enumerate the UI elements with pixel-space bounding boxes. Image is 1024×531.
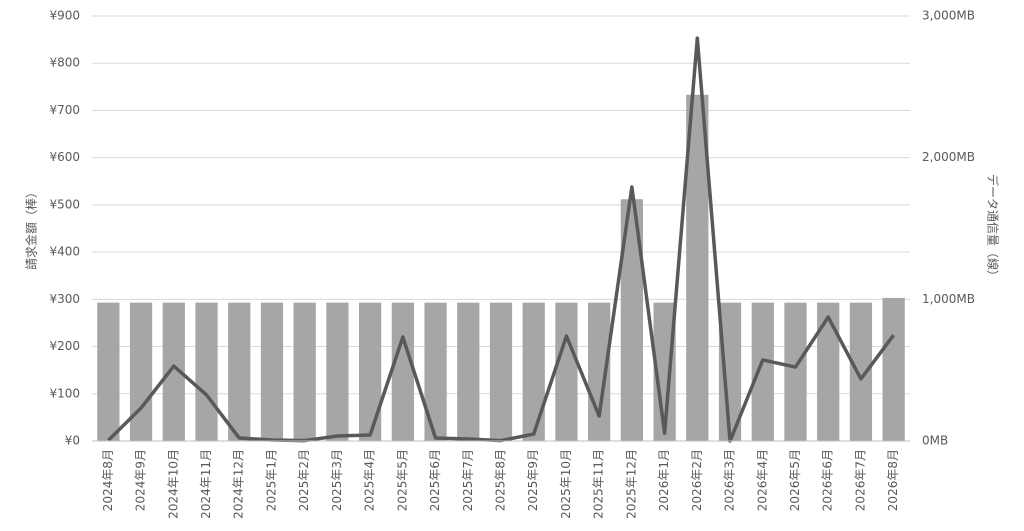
x-tick-label: 2026年8月 <box>886 449 900 511</box>
x-tick-label: 2025年11月 <box>592 449 606 519</box>
bar <box>162 302 185 441</box>
y2-axis-title: データ通信量（線） <box>986 174 1001 282</box>
bar <box>424 302 447 441</box>
y2-tick-label: 1,000MB <box>922 292 975 306</box>
bar <box>522 302 545 441</box>
x-tick-label: 2026年2月 <box>690 449 704 511</box>
bar <box>326 302 349 441</box>
bar <box>718 302 742 441</box>
y-axis-title: 請求金額（棒） <box>24 186 39 270</box>
x-tick-label: 2024年11月 <box>199 449 213 519</box>
bar <box>653 302 676 441</box>
x-tick-label: 2025年9月 <box>526 449 540 511</box>
bar <box>489 302 513 441</box>
x-tick-label: 2025年5月 <box>395 449 409 511</box>
y-tick-label: ¥100 <box>49 386 80 400</box>
bar <box>686 94 709 441</box>
x-tick-label: 2025年3月 <box>330 449 344 511</box>
x-tick-label: 2025年1月 <box>264 449 278 511</box>
y-tick-label: ¥800 <box>49 56 80 70</box>
x-tick-label: 2024年8月 <box>101 449 115 511</box>
x-tick-label: 2024年10月 <box>166 449 180 519</box>
x-tick-label: 2025年7月 <box>461 449 475 511</box>
bar <box>620 199 644 441</box>
y-tick-label: ¥0 <box>65 434 80 448</box>
x-tick-label: 2026年7月 <box>853 449 867 511</box>
bar <box>751 302 774 441</box>
bar <box>817 302 840 441</box>
bar <box>391 302 414 441</box>
y-tick-label: ¥600 <box>49 150 80 164</box>
bar <box>97 302 120 441</box>
bar <box>555 302 578 441</box>
y2-tick-label: 0MB <box>922 434 948 448</box>
bar <box>260 302 284 441</box>
x-tick-label: 2025年10月 <box>559 449 573 519</box>
x-tick-label: 2026年3月 <box>723 449 737 511</box>
x-tick-label: 2026年6月 <box>821 449 835 511</box>
y-tick-label: ¥200 <box>49 339 80 353</box>
x-tick-label: 2026年4月 <box>755 449 769 511</box>
x-tick-label: 2024年12月 <box>232 449 246 519</box>
bar <box>228 302 251 441</box>
bar <box>358 302 382 441</box>
x-tick-label: 2025年4月 <box>363 449 377 511</box>
x-tick-label: 2026年5月 <box>788 449 802 511</box>
bar <box>784 302 807 441</box>
bar <box>882 297 905 441</box>
x-tick-label: 2025年6月 <box>428 449 442 511</box>
bar <box>129 302 153 441</box>
x-tick-label: 2025年2月 <box>297 449 311 511</box>
x-tick-label: 2025年12月 <box>624 449 638 519</box>
y2-tick-label: 3,000MB <box>922 9 975 23</box>
bar <box>293 302 316 441</box>
y-tick-label: ¥700 <box>49 103 80 117</box>
y2-tick-label: 2,000MB <box>922 150 975 164</box>
x-tick-label: 2026年1月 <box>657 449 671 511</box>
bar <box>849 302 873 441</box>
x-tick-label: 2024年9月 <box>134 449 148 511</box>
y-tick-label: ¥400 <box>49 245 80 259</box>
x-tick-label: 2025年8月 <box>494 449 508 511</box>
y-tick-label: ¥500 <box>49 197 80 211</box>
bar <box>195 302 218 441</box>
y-tick-label: ¥900 <box>49 9 80 23</box>
y-tick-label: ¥300 <box>49 292 80 306</box>
bar <box>457 302 480 441</box>
